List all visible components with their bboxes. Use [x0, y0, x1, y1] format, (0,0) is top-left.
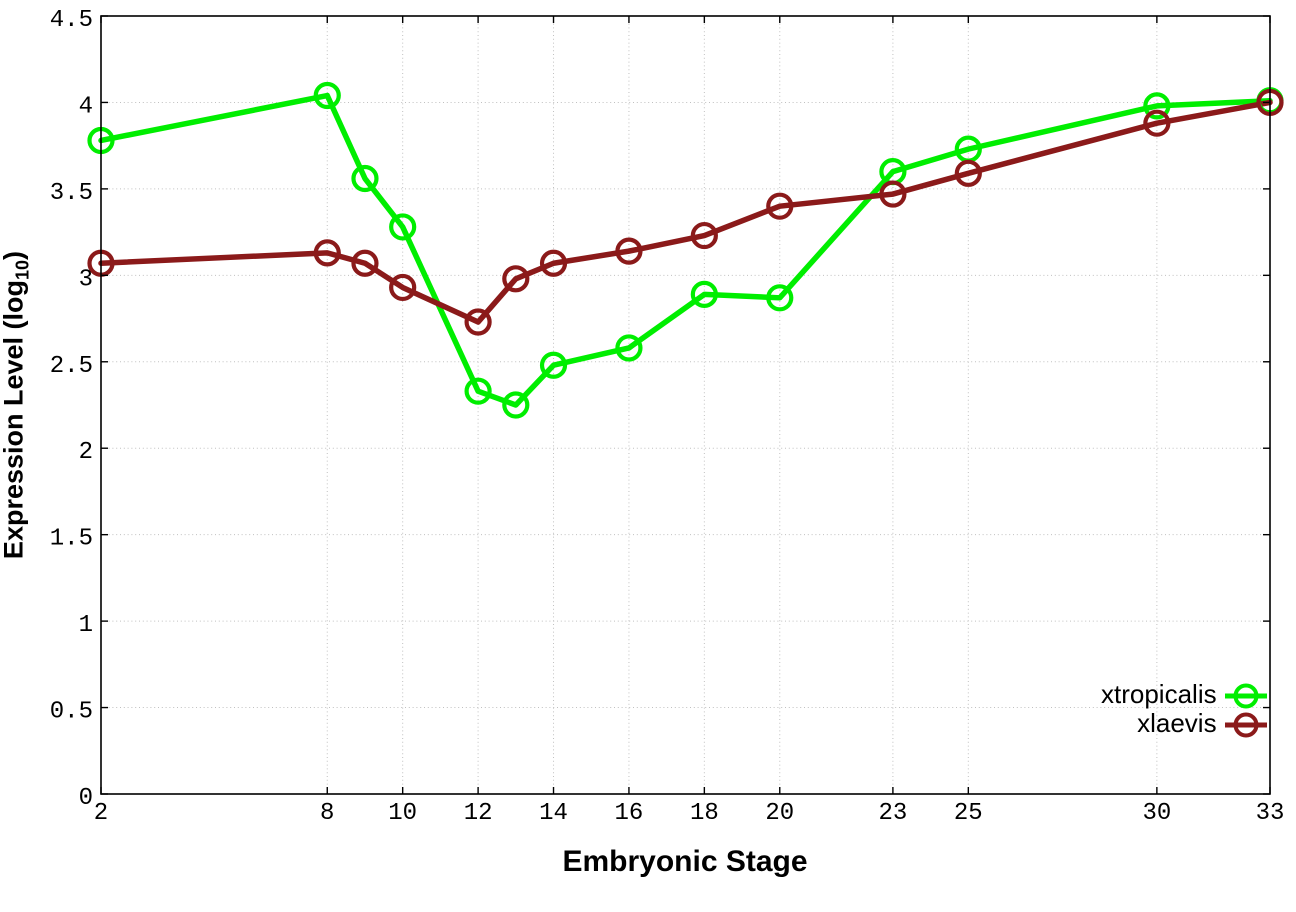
svg-text:18: 18	[690, 800, 719, 827]
svg-text:0.5: 0.5	[50, 699, 93, 726]
svg-text:16: 16	[615, 800, 644, 827]
svg-text:8: 8	[320, 800, 334, 827]
svg-text:1.5: 1.5	[50, 526, 93, 553]
svg-text:0: 0	[79, 785, 93, 812]
svg-text:3.5: 3.5	[50, 180, 93, 207]
svg-text:25: 25	[954, 800, 983, 827]
svg-text:2.5: 2.5	[50, 353, 93, 380]
svg-text:12: 12	[464, 800, 493, 827]
svg-text:1: 1	[79, 612, 93, 639]
svg-text:14: 14	[539, 800, 568, 827]
svg-text:2: 2	[94, 800, 108, 827]
svg-text:4.5: 4.5	[50, 7, 93, 34]
svg-text:4: 4	[79, 93, 93, 120]
svg-text:23: 23	[878, 800, 907, 827]
svg-text:33: 33	[1256, 800, 1285, 827]
svg-text:10: 10	[388, 800, 417, 827]
svg-text:3: 3	[79, 266, 93, 293]
svg-text:2: 2	[79, 439, 93, 466]
svg-text:30: 30	[1142, 800, 1171, 827]
svg-text:20: 20	[765, 800, 794, 827]
